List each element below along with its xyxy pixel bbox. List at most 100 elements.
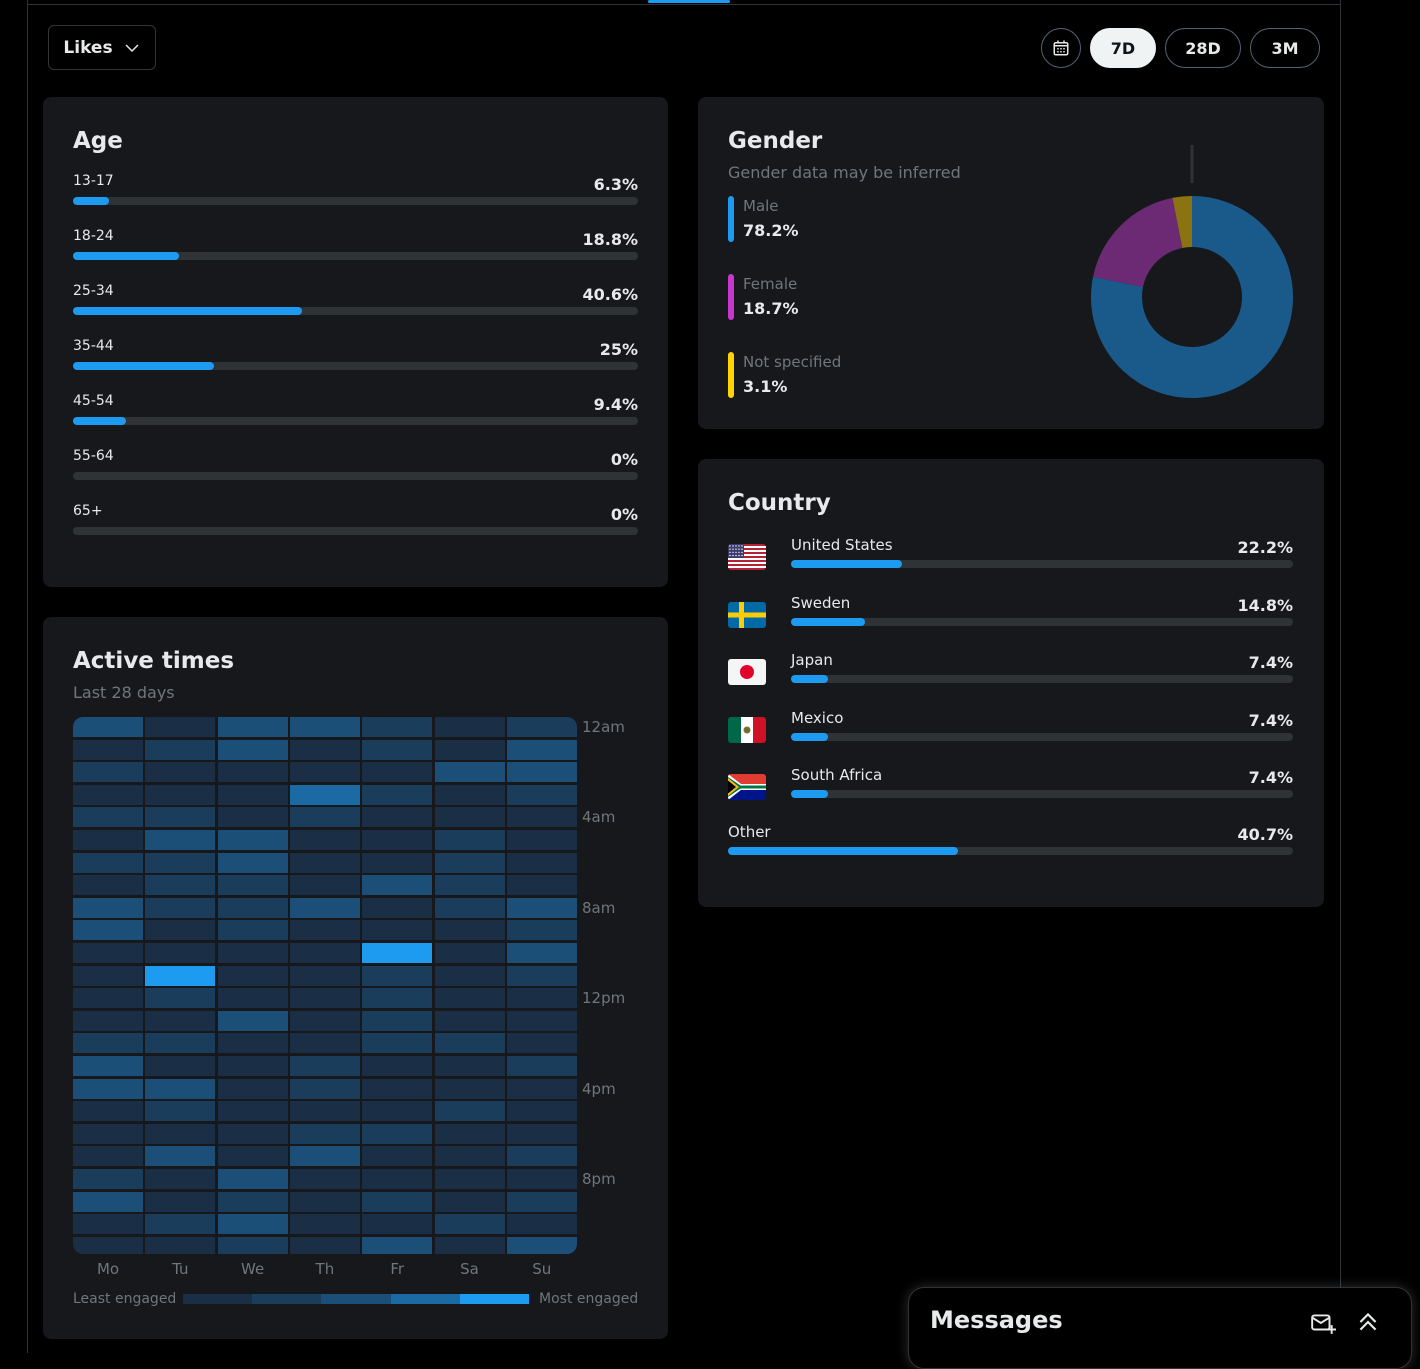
heatmap-cell[interactable] (145, 1214, 216, 1235)
heatmap-cell[interactable] (289, 762, 360, 783)
heatmap-cell[interactable] (145, 762, 216, 783)
heatmap-cell[interactable] (434, 717, 505, 737)
heatmap-cell[interactable] (73, 830, 143, 850)
heatmap-cell[interactable] (145, 1191, 216, 1212)
heatmap-cell[interactable] (145, 1101, 216, 1122)
heatmap-cell[interactable] (73, 1169, 143, 1189)
heatmap-cell[interactable] (506, 965, 577, 986)
heatmap-cell[interactable] (289, 943, 360, 963)
heatmap-cell[interactable] (217, 830, 288, 850)
heatmap-cell[interactable] (145, 1236, 216, 1254)
heatmap-cell[interactable] (145, 739, 216, 760)
heatmap-cell[interactable] (289, 1236, 360, 1254)
heatmap-cell[interactable] (362, 943, 433, 963)
heatmap-cell[interactable] (145, 717, 216, 737)
heatmap-cell[interactable] (362, 1123, 433, 1144)
heatmap-cell[interactable] (362, 1033, 433, 1054)
metric-dropdown[interactable]: Likes (48, 25, 156, 70)
heatmap-cell[interactable] (506, 852, 577, 873)
heatmap-cell[interactable] (289, 1169, 360, 1189)
heatmap-cell[interactable] (145, 1169, 216, 1189)
heatmap-cell[interactable] (434, 1033, 505, 1054)
heatmap-cell[interactable] (73, 1078, 143, 1099)
heatmap-cell[interactable] (145, 1056, 216, 1076)
heatmap-cell[interactable] (434, 830, 505, 850)
heatmap-cell[interactable] (434, 1214, 505, 1235)
heatmap-cell[interactable] (289, 739, 360, 760)
heatmap-cell[interactable] (217, 920, 288, 941)
heatmap-cell[interactable] (434, 807, 505, 828)
heatmap-cell[interactable] (506, 784, 577, 805)
heatmap-cell[interactable] (362, 1236, 433, 1254)
heatmap-cell[interactable] (217, 1214, 288, 1235)
heatmap-cell[interactable] (506, 1146, 577, 1167)
heatmap-cell[interactable] (434, 1169, 505, 1189)
heatmap-cell[interactable] (289, 1191, 360, 1212)
heatmap-cell[interactable] (73, 988, 143, 1009)
heatmap-cell[interactable] (506, 875, 577, 896)
heatmap-cell[interactable] (506, 988, 577, 1009)
heatmap-cell[interactable] (217, 807, 288, 828)
heatmap-cell[interactable] (506, 1033, 577, 1054)
heatmap-cell[interactable] (506, 943, 577, 963)
heatmap-cell[interactable] (73, 1214, 143, 1235)
heatmap-cell[interactable] (73, 1146, 143, 1167)
heatmap-cell[interactable] (73, 1033, 143, 1054)
heatmap-cell[interactable] (145, 988, 216, 1009)
heatmap-cell[interactable] (506, 920, 577, 941)
heatmap-cell[interactable] (434, 875, 505, 896)
range-7d-button[interactable]: 7D (1090, 28, 1156, 68)
heatmap-cell[interactable] (362, 1169, 433, 1189)
heatmap-cell[interactable] (289, 1010, 360, 1031)
heatmap-cell[interactable] (362, 830, 433, 850)
heatmap-cell[interactable] (217, 739, 288, 760)
heatmap-cell[interactable] (217, 1123, 288, 1144)
heatmap-cell[interactable] (145, 1010, 216, 1031)
heatmap-cell[interactable] (362, 1146, 433, 1167)
heatmap-cell[interactable] (145, 875, 216, 896)
heatmap-cell[interactable] (217, 988, 288, 1009)
heatmap-cell[interactable] (289, 717, 360, 737)
heatmap-cell[interactable] (73, 852, 143, 873)
heatmap-cell[interactable] (217, 1146, 288, 1167)
heatmap-cell[interactable] (73, 943, 143, 963)
heatmap-cell[interactable] (506, 830, 577, 850)
heatmap-cell[interactable] (73, 807, 143, 828)
expand-up-icon[interactable] (1355, 1309, 1381, 1335)
heatmap-cell[interactable] (362, 897, 433, 918)
heatmap-cell[interactable] (217, 1236, 288, 1254)
heatmap-cell[interactable] (362, 762, 433, 783)
heatmap-cell[interactable] (145, 1123, 216, 1144)
heatmap-cell[interactable] (434, 784, 505, 805)
heatmap-cell[interactable] (217, 1101, 288, 1122)
heatmap-cell[interactable] (217, 784, 288, 805)
heatmap-cell[interactable] (73, 965, 143, 986)
heatmap-cell[interactable] (145, 807, 216, 828)
heatmap-cell[interactable] (289, 784, 360, 805)
heatmap-cell[interactable] (506, 762, 577, 783)
heatmap-cell[interactable] (289, 852, 360, 873)
heatmap-cell[interactable] (434, 1146, 505, 1167)
heatmap-cell[interactable] (289, 830, 360, 850)
heatmap-cell[interactable] (73, 1010, 143, 1031)
heatmap-cell[interactable] (506, 739, 577, 760)
messages-drawer[interactable]: Messages (908, 1287, 1412, 1369)
heatmap-cell[interactable] (289, 1033, 360, 1054)
heatmap-cell[interactable] (362, 875, 433, 896)
heatmap-cell[interactable] (217, 943, 288, 963)
heatmap-cell[interactable] (434, 965, 505, 986)
heatmap-cell[interactable] (362, 1056, 433, 1076)
heatmap-cell[interactable] (362, 1078, 433, 1099)
donut-slice-male[interactable] (1091, 196, 1293, 398)
heatmap-cell[interactable] (362, 920, 433, 941)
heatmap-cell[interactable] (506, 1236, 577, 1254)
heatmap-cell[interactable] (289, 965, 360, 986)
heatmap-cell[interactable] (217, 965, 288, 986)
heatmap-cell[interactable] (145, 784, 216, 805)
heatmap-cell[interactable] (434, 897, 505, 918)
heatmap-cell[interactable] (145, 830, 216, 850)
heatmap-cell[interactable] (362, 965, 433, 986)
heatmap-cell[interactable] (73, 1056, 143, 1076)
heatmap-cell[interactable] (217, 1056, 288, 1076)
heatmap-cell[interactable] (217, 875, 288, 896)
